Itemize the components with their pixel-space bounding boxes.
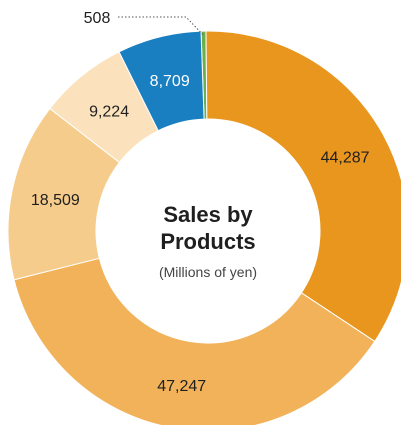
slice-label-9224: 9,224 [89, 103, 129, 120]
donut-slices [7, 30, 401, 425]
slice-label-44287: 44,287 [321, 150, 370, 167]
donut-slice-44287 [205, 30, 401, 343]
chart-subtitle: (Millions of yen) [159, 264, 257, 280]
slice-label-508: 508 [84, 10, 111, 27]
slice-label-18509: 18,509 [31, 192, 80, 209]
slice-labels: 508 44,287 47,247 18,509 9,224 8,709 [31, 10, 370, 395]
slice-label-47247: 47,247 [157, 378, 206, 395]
center-text: Sales by Products (Millions of yen) [159, 202, 257, 280]
donut-slice-47247 [13, 257, 376, 425]
donut-slice-8709 [118, 30, 205, 132]
chart-title-line-1: Sales by [163, 202, 253, 227]
chart-title-line-2: Products [160, 229, 255, 254]
slice-label-8709: 8,709 [150, 73, 190, 90]
leader-line-508 [118, 16, 204, 36]
